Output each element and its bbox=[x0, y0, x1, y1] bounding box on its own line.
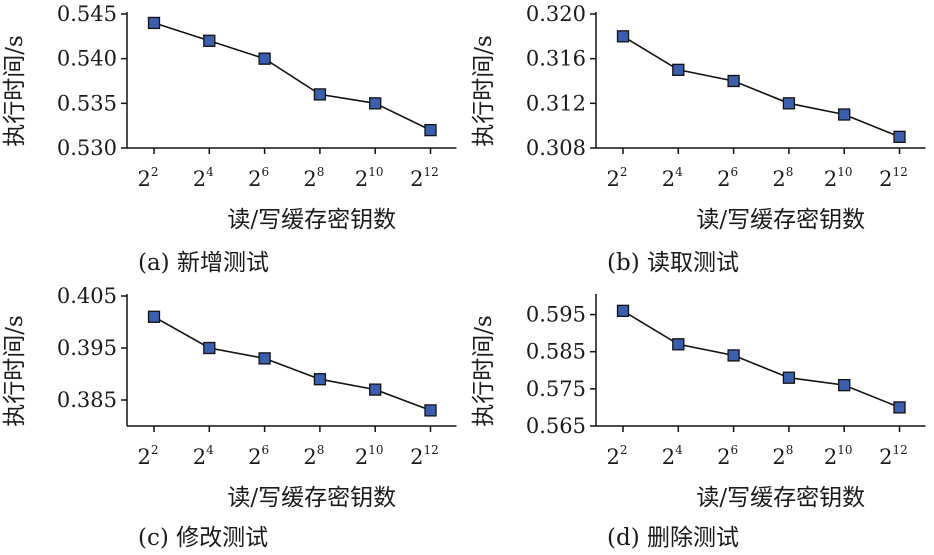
x-tick-label: 210 bbox=[824, 443, 853, 469]
data-point bbox=[258, 352, 271, 365]
x-tick-label: 26 bbox=[248, 443, 269, 469]
data-point bbox=[672, 338, 685, 351]
y-tick-label: 0.545 bbox=[57, 2, 117, 26]
data-point bbox=[313, 373, 327, 386]
x-tick-label: 22 bbox=[606, 443, 627, 469]
data-point bbox=[782, 97, 796, 110]
data-point bbox=[616, 30, 630, 43]
x-tick-label: 26 bbox=[717, 165, 738, 191]
y-tick-label: 0.405 bbox=[57, 284, 117, 308]
x-axis-label: 读/写缓存密钥数 bbox=[696, 207, 865, 233]
data-point bbox=[369, 97, 382, 110]
x-tick-label: 28 bbox=[772, 165, 793, 191]
y-tick-label: 0.308 bbox=[526, 136, 586, 160]
x-tick-label: 210 bbox=[824, 165, 853, 191]
data-point bbox=[258, 52, 271, 65]
data-point bbox=[147, 310, 161, 323]
data-point bbox=[893, 130, 906, 143]
data-point bbox=[838, 378, 851, 392]
y-tick-label: 0.595 bbox=[526, 303, 586, 327]
series-line bbox=[153, 316, 431, 412]
x-tick-label: 24 bbox=[662, 443, 683, 469]
data-point bbox=[424, 404, 437, 417]
y-tick-label: 0.540 bbox=[57, 47, 117, 71]
panel-caption-a: (a) 新增测试 bbox=[138, 250, 269, 276]
x-tick-label: 212 bbox=[410, 443, 439, 469]
panel-caption-d: (d) 删除测试 bbox=[607, 525, 739, 551]
panel-b: 0.320 0.316 0.312 0.308 22 24 26 28 210 212 执行时间/s… bbox=[471, 2, 926, 276]
y-axis-label: 执行时间/s bbox=[471, 315, 497, 427]
data-point bbox=[838, 108, 851, 121]
data-point bbox=[893, 401, 906, 414]
x-tick-label: 22 bbox=[606, 165, 627, 191]
data-point bbox=[727, 74, 740, 88]
x-axis-label: 读/写缓存密钥数 bbox=[227, 485, 396, 511]
y-tick-label: 0.316 bbox=[526, 47, 586, 71]
data-point bbox=[782, 371, 796, 384]
x-tick-label: 24 bbox=[193, 443, 214, 469]
data-point bbox=[313, 88, 327, 101]
x-tick-label: 28 bbox=[303, 165, 324, 191]
x-tick-label: 28 bbox=[772, 443, 793, 469]
x-axis-label: 读/写缓存密钥数 bbox=[227, 207, 396, 233]
data-point bbox=[369, 383, 382, 396]
x-tick-label: 210 bbox=[355, 165, 384, 191]
x-tick-label: 26 bbox=[717, 443, 738, 469]
x-tick-label: 24 bbox=[193, 165, 214, 191]
data-point bbox=[672, 63, 685, 76]
y-axis-label: 执行时间/s bbox=[2, 315, 28, 427]
series-line bbox=[153, 22, 431, 131]
y-tick-label: 0.385 bbox=[57, 388, 117, 412]
y-tick-label: 0.395 bbox=[57, 336, 117, 360]
y-axis-label: 执行时间/s bbox=[471, 35, 497, 147]
x-axis-label: 读/写缓存密钥数 bbox=[696, 485, 865, 511]
y-tick-label: 0.575 bbox=[526, 377, 586, 401]
x-tick-label: 26 bbox=[248, 165, 269, 191]
x-tick-label: 212 bbox=[879, 443, 908, 469]
data-point bbox=[203, 34, 216, 47]
x-tick-label: 24 bbox=[662, 165, 683, 191]
panel-c: 0.405 0.395 0.385 22 24 26 28 210 212 执行时间/s 读/写缓存… bbox=[2, 284, 457, 551]
y-axis-label: 执行时间/s bbox=[2, 35, 28, 147]
panel-caption-b: (b) 读取测试 bbox=[607, 250, 739, 276]
panel-d: 0.595 0.585 0.575 0.565 22 24 26 28 210 212 执行时间/s… bbox=[471, 294, 926, 551]
x-tick-label: 28 bbox=[303, 443, 324, 469]
x-tick-label: 22 bbox=[137, 165, 158, 191]
y-tick-label: 0.535 bbox=[57, 91, 117, 115]
y-tick-label: 0.565 bbox=[526, 414, 586, 438]
data-point bbox=[616, 304, 630, 318]
x-tick-label: 210 bbox=[355, 443, 384, 469]
data-point bbox=[424, 123, 437, 137]
y-tick-label: 0.585 bbox=[526, 340, 586, 364]
y-tick-label: 0.312 bbox=[526, 91, 586, 115]
panel-a: 0.545 0.540 0.535 0.530 22 24 26 28 210 212 执行时间/s… bbox=[2, 2, 457, 276]
data-point bbox=[147, 16, 161, 30]
data-point bbox=[203, 341, 216, 355]
y-tick-label: 0.530 bbox=[57, 136, 117, 160]
series-line bbox=[622, 310, 900, 409]
x-tick-label: 212 bbox=[410, 165, 439, 191]
data-point bbox=[727, 349, 740, 362]
panel-caption-c: (c) 修改测试 bbox=[138, 525, 268, 551]
y-tick-label: 0.320 bbox=[526, 2, 586, 26]
x-tick-label: 212 bbox=[879, 165, 908, 191]
x-tick-label: 22 bbox=[137, 443, 158, 469]
series-line bbox=[622, 35, 900, 138]
